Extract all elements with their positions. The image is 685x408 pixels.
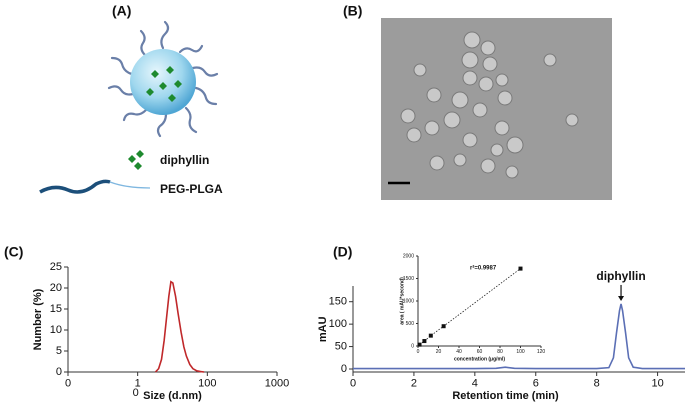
nanoparticle-illustration [107, 20, 219, 138]
x-tick-label: 6 [533, 378, 539, 390]
x-tick-label: 80 [497, 349, 503, 355]
y-tick-label: 25 [50, 261, 62, 273]
y-tick-label: 10 [50, 324, 62, 336]
x-tick-label: 1 [135, 378, 141, 390]
x-tick-label: 0 [417, 349, 420, 355]
y-axis-title: area ( mAU*second) [399, 277, 405, 325]
fit-annotation: r²=0.9987 [470, 265, 497, 272]
x-tick-label: 60 [477, 349, 483, 355]
polymer-strand [109, 181, 151, 189]
annotation-arrow [618, 295, 625, 301]
x-tick-label: 10 [651, 378, 663, 390]
panel-label: (A) [112, 3, 131, 19]
fit-line [419, 268, 521, 345]
data-point [441, 324, 446, 329]
y-tick-label: 5 [56, 345, 62, 357]
data-point [428, 333, 433, 338]
y-tick-label: 20 [50, 282, 62, 294]
y-tick-label: 1500 [403, 276, 414, 282]
y-tick-label: 0 [341, 363, 347, 375]
peak-annotation: diphyllin [596, 269, 645, 283]
data-point [518, 266, 523, 271]
legend-label: PEG-PLGA [160, 182, 223, 196]
x-tick-label: 100 [516, 349, 525, 355]
polymer-strand [39, 179, 111, 194]
x-tick-label: 20 [436, 349, 442, 355]
panel-label: (B) [343, 3, 362, 19]
x-axis-title: Size (d.nm) [143, 390, 202, 402]
y-tick-label: 500 [406, 321, 415, 327]
x-tick-label: 2 [411, 378, 417, 390]
y-tick-label: 50 [335, 340, 347, 352]
x-axis-title: Retention time (min) [452, 390, 559, 402]
x-tick-label: 40 [456, 349, 462, 355]
tem-image [381, 18, 612, 200]
data-line [353, 303, 685, 370]
x-tick-label: 100 [198, 378, 216, 390]
data-point [422, 339, 427, 344]
panel-label: (C) [4, 244, 23, 260]
data-line [154, 280, 205, 373]
x-tick-label: 4 [472, 378, 478, 390]
x-tick-label: 0 [65, 378, 71, 390]
x-tick-label: 8 [594, 378, 600, 390]
y-tick-label: 100 [329, 318, 347, 330]
y-tick-label: 2000 [403, 253, 414, 259]
y-axis-title: mAU [317, 316, 329, 342]
y-axis-title: Number (%) [32, 288, 44, 350]
x-tick-label: 0 [350, 378, 356, 390]
y-tick-label: 0 [56, 366, 62, 378]
y-tick-label: 1000 [403, 298, 414, 304]
x-tick-label: 1000 [265, 378, 289, 390]
x-tick-label: 0 [133, 387, 139, 399]
x-axis-title: concentration (μg/ml) [454, 356, 505, 362]
y-tick-label: 150 [329, 296, 347, 308]
panel-label: (D) [333, 244, 352, 260]
y-tick-label: 0 [411, 343, 414, 349]
legend-label: diphyllin [160, 153, 209, 167]
data-point [417, 342, 422, 347]
y-tick-label: 15 [50, 303, 62, 315]
x-tick-label: 120 [537, 349, 546, 355]
drug-diamonds [128, 66, 182, 170]
